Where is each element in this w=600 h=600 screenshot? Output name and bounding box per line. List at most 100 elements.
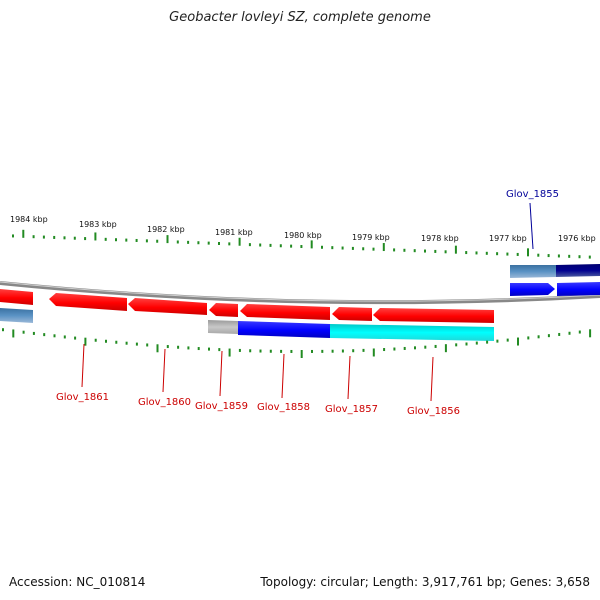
ruler-minor-tick: [455, 343, 458, 347]
ruler-minor-tick: [197, 347, 200, 351]
feature-blue-glov-1858[interactable]: [238, 321, 330, 338]
ruler-minor-tick: [125, 341, 128, 345]
ruler-minor-tick: [578, 330, 581, 334]
gene-arrow-glov-1855[interactable]: [510, 283, 555, 296]
ruler-major-tick: [166, 235, 169, 244]
ruler-major-tick: [12, 329, 15, 338]
leader-line: [281, 353, 285, 399]
feature-navy-right[interactable]: [556, 264, 600, 277]
leader-line: [162, 348, 166, 393]
kbp-label: 1979 kbp: [352, 233, 390, 242]
ruler-minor-tick: [187, 240, 190, 244]
ruler-minor-tick: [537, 253, 540, 257]
leader-line: [219, 350, 223, 397]
ruler-minor-tick: [207, 241, 210, 245]
accession-text: Accession: NC_010814: [9, 575, 146, 589]
gene-arrow-glov-1857[interactable]: [332, 307, 372, 321]
ruler-minor-tick: [424, 345, 427, 349]
ruler-minor-tick: [434, 344, 437, 348]
ruler-major-tick: [228, 348, 231, 357]
gene-label-glov-1855[interactable]: Glov_1855: [506, 189, 559, 200]
ruler-minor-tick: [63, 236, 66, 240]
ruler-minor-tick: [424, 249, 426, 253]
ruler-minor-tick: [53, 235, 56, 239]
ruler-minor-tick: [53, 334, 56, 338]
ruler-major-tick: [589, 329, 592, 338]
ruler-minor-tick: [568, 331, 571, 335]
feature-cyan-glov-1857[interactable]: [330, 324, 494, 341]
ruler-minor-tick: [176, 240, 179, 244]
gene-arrow-right-edge[interactable]: [557, 282, 600, 296]
ruler-minor-tick: [290, 244, 293, 248]
ruler-minor-tick: [547, 334, 550, 338]
gene-arrow-glov-1858[interactable]: [240, 304, 330, 320]
gene-label-glov-1860[interactable]: Glov_1860: [138, 397, 191, 408]
gene-arrow-glov-1859[interactable]: [209, 303, 238, 317]
ruler-major-tick: [238, 237, 241, 246]
gene-arrow-glov-1856[interactable]: [373, 308, 494, 323]
ruler-minor-tick: [73, 236, 76, 240]
ruler-minor-tick: [187, 346, 190, 350]
kbp-label: 1976 kbp: [558, 234, 596, 243]
ruler-minor-tick: [279, 244, 282, 248]
ruler-minor-tick: [259, 243, 262, 247]
ruler-minor-tick: [547, 254, 550, 258]
leader-line: [81, 343, 85, 388]
ruler-minor-tick: [12, 234, 14, 238]
gene-arrow-glov-1861[interactable]: [49, 293, 127, 311]
ruler-minor-tick: [465, 251, 468, 255]
ruler-minor-tick: [208, 347, 210, 351]
feature-steel-left[interactable]: [0, 308, 33, 323]
gene-label-glov-1861[interactable]: Glov_1861: [56, 392, 109, 403]
leader-line: [430, 356, 434, 402]
gene-arrow-left-edge[interactable]: [0, 289, 33, 305]
ruler-minor-tick: [321, 349, 324, 353]
ruler-minor-tick: [393, 347, 396, 351]
ruler-minor-tick: [238, 348, 241, 352]
ruler-minor-tick: [362, 247, 365, 251]
ruler-major-tick: [94, 232, 97, 241]
ruler-minor-tick: [166, 345, 169, 349]
feature-steel-glov-1855[interactable]: [510, 265, 556, 278]
gene-label-glov-1858[interactable]: Glov_1858: [257, 402, 310, 413]
ruler-minor-tick: [311, 349, 313, 353]
ruler-minor-tick: [383, 348, 386, 352]
gene-labels: Glov_1861 Glov_1860 Glov_1859 Glov_1858 …: [56, 189, 559, 417]
ruler-minor-tick: [558, 332, 561, 336]
ruler-minor-tick: [218, 241, 220, 245]
ruler-minor-tick: [84, 237, 87, 241]
ruler-minor-tick: [115, 238, 117, 242]
ruler-minor-tick: [506, 252, 509, 256]
ruler-minor-tick: [568, 254, 571, 258]
ruler-minor-tick: [403, 248, 406, 252]
gene-arrow-glov-1860[interactable]: [128, 298, 207, 315]
ruler-minor-tick: [177, 345, 180, 349]
feature-tracks: [0, 264, 600, 341]
ruler-minor-tick: [372, 247, 375, 251]
ruler-minor-tick: [22, 330, 25, 334]
ruler-major-tick: [22, 229, 25, 238]
ruler-minor-tick: [42, 235, 45, 239]
ruler-minor-tick: [475, 251, 478, 255]
ruler-minor-tick: [403, 346, 406, 350]
gene-label-glov-1857[interactable]: Glov_1857: [325, 404, 378, 415]
ruler-minor-tick: [156, 239, 159, 243]
ruler-minor-tick: [269, 349, 272, 353]
ruler-minor-tick: [496, 339, 499, 343]
feature-gray-glov-1859[interactable]: [208, 320, 238, 334]
kbp-label: 1983 kbp: [79, 220, 117, 229]
kbp-label: 1984 kbp: [10, 215, 48, 224]
ruler-minor-tick: [43, 333, 46, 337]
ruler-minor-tick: [465, 342, 468, 346]
ruler-minor-tick: [125, 238, 128, 242]
gene-label-glov-1856[interactable]: Glov_1856: [407, 406, 460, 417]
ruler-minor-tick: [506, 338, 509, 342]
ruler-minor-tick: [259, 349, 262, 353]
ruler-major-tick: [156, 344, 159, 353]
gene-label-glov-1859[interactable]: Glov_1859: [195, 401, 248, 412]
ruler-minor-tick: [105, 339, 107, 343]
ruler-major-tick: [527, 248, 529, 257]
ruler-minor-tick: [94, 338, 97, 342]
leader-line: [529, 202, 534, 250]
